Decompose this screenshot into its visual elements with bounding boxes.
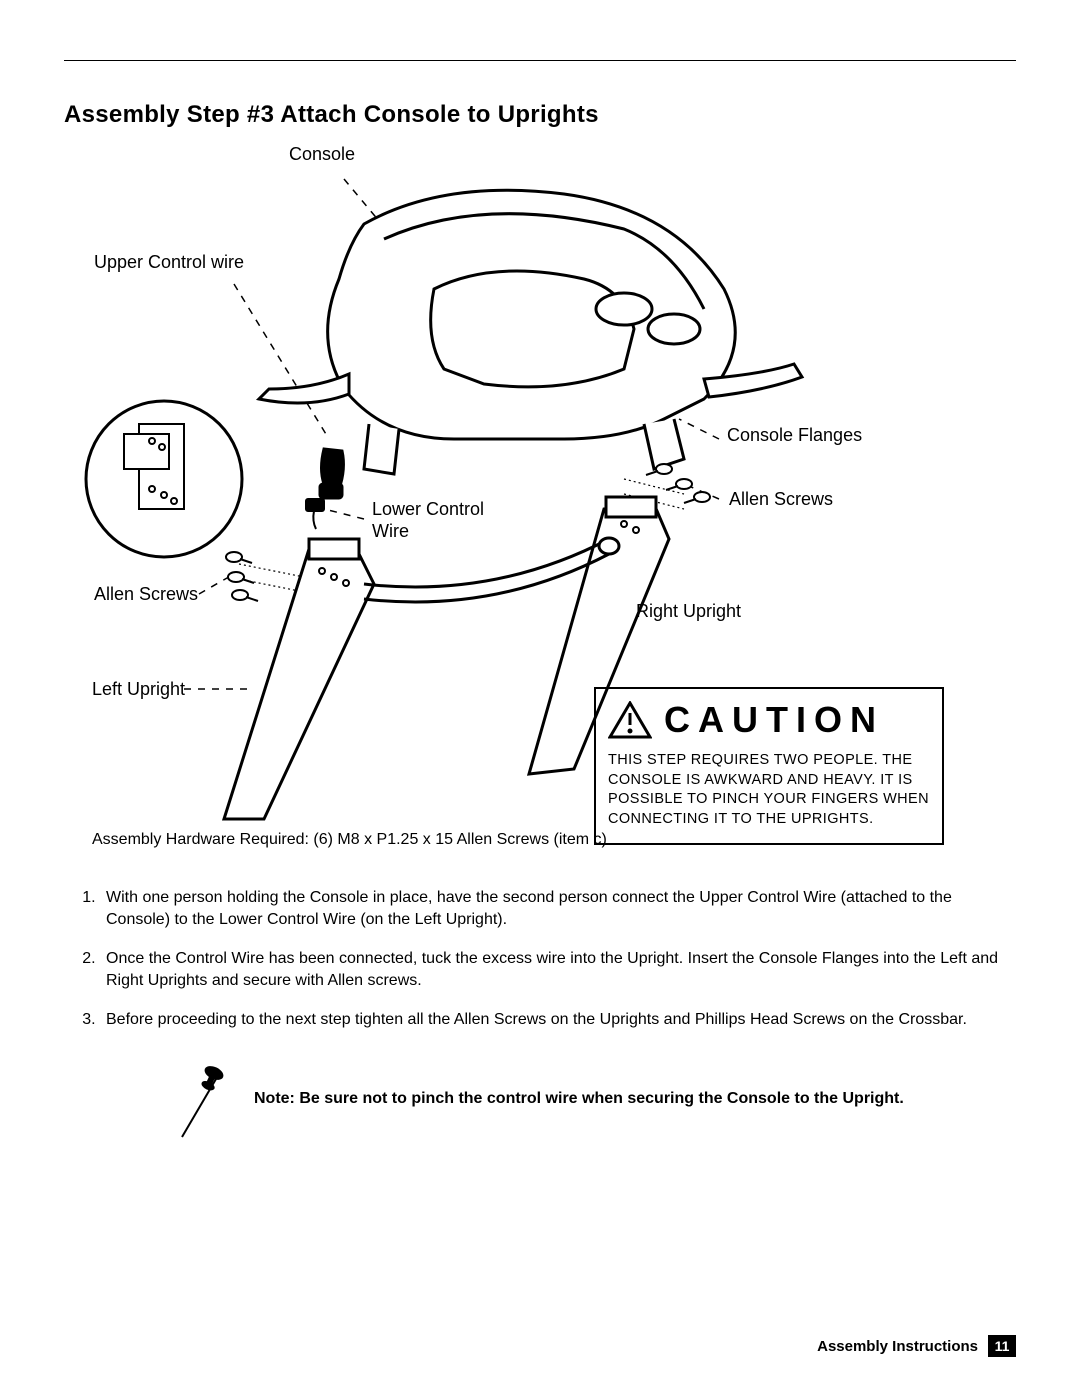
label-left-upright: Left Upright [92,679,185,701]
label-lower-control-wire: Lower Control Wire [372,499,484,542]
assembly-diagram: Console Upper Control wire Lower Control… [64,139,1014,859]
caution-box: CAUTION THIS STEP REQUIRES TWO PEOPLE. T… [594,687,944,845]
pushpin-icon [174,1059,244,1139]
top-horizontal-rule [64,60,1016,61]
footer-page-number: 11 [988,1335,1016,1357]
step-item: Once the Control Wire has been connected… [100,948,1016,991]
pinch-note-text: Note: Be sure not to pinch the control w… [254,1090,904,1108]
footer: Assembly Instructions 11 [817,1335,1016,1357]
step-item: With one person holding the Console in p… [100,887,1016,930]
label-right-upright: Right Upright [636,601,741,623]
label-console: Console [289,144,355,166]
hardware-required-note: Assembly Hardware Required: (6) M8 x P1.… [92,831,607,849]
step-title: Assembly Step #3 Attach Console to Uprig… [64,101,1016,129]
step-item: Before proceeding to the next step tight… [100,1009,1016,1031]
label-upper-control-wire: Upper Control wire [94,252,244,274]
pinch-note-row: Note: Be sure not to pinch the control w… [174,1059,1016,1139]
caution-word: CAUTION [664,699,884,741]
warning-triangle-icon [608,701,652,739]
label-allen-screws-right: Allen Screws [729,489,833,511]
instruction-list: With one person holding the Console in p… [64,887,1016,1031]
label-allen-screws-left: Allen Screws [94,584,198,606]
label-console-flanges: Console Flanges [727,425,862,447]
footer-section-label: Assembly Instructions [817,1338,978,1355]
caution-text: THIS STEP REQUIRES TWO PEOPLE. THE CONSO… [608,751,930,829]
